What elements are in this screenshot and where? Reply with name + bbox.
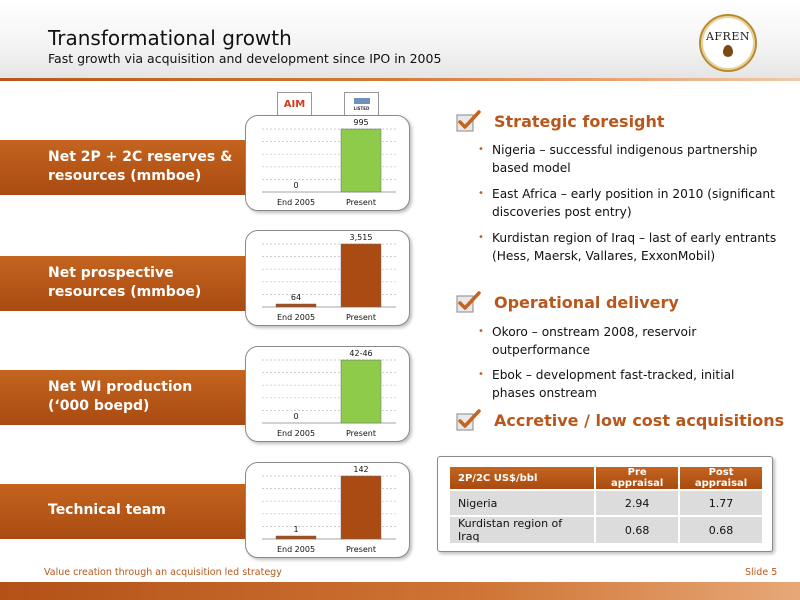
metric-label-line2: resources (mmboe) xyxy=(48,168,202,184)
bar-present xyxy=(340,128,382,193)
bullet-icon: • xyxy=(478,232,484,243)
bullet-item: • Nigeria – successful indigenous partne… xyxy=(478,141,777,177)
table-cell-name: Kurdistan region of Iraq xyxy=(450,517,595,543)
checkbox-tick-icon xyxy=(456,110,482,132)
logo-text: AFREN xyxy=(705,29,750,43)
bullet-text: Kurdistan region of Iraq – last of early… xyxy=(492,231,777,263)
category-label: Present xyxy=(346,313,376,322)
bullet-text: East Africa – early position in 2010 (si… xyxy=(492,187,775,219)
lse-icon xyxy=(353,97,370,104)
metric-band-production: Net WI production (‘000 boepd) xyxy=(0,370,248,425)
bullet-item: • Ebok – development fast-tracked, initi… xyxy=(478,366,777,402)
chart-reserves: 0 End 2005 995 Present xyxy=(245,115,410,211)
data-label: 995 xyxy=(353,118,368,127)
heading-accretive: Accretive / low cost acquisitions xyxy=(456,409,784,431)
metric-label-line2: resources (mmboe) xyxy=(48,284,202,300)
lse-listing-badge: LISTED xyxy=(344,92,379,116)
table-cell-post: 0.68 xyxy=(680,517,762,543)
slide-number: Slide 5 xyxy=(745,567,778,578)
bullet-text: Ebok – development fast-tracked, initial… xyxy=(492,368,735,400)
bullet-item: • Kurdistan region of Iraq – last of ear… xyxy=(478,229,777,265)
chart-production-svg: 0 End 2005 42-46 Present xyxy=(262,349,396,438)
bullet-icon: • xyxy=(478,369,484,380)
checkbox-tick-icon xyxy=(456,291,482,313)
metric-label-line1: Net WI production xyxy=(48,379,193,395)
aim-listing-badge: AIM xyxy=(277,92,312,116)
metric-label-line1: Technical team xyxy=(48,502,166,518)
table-header-cell: 2P/2C US$/bbl xyxy=(450,467,595,489)
checkbox-tick-icon xyxy=(456,409,482,431)
chart-prospective-svg: 64 End 2005 3,515 Present xyxy=(262,233,396,322)
slide-subtitle: Fast growth via acquisition and developm… xyxy=(48,51,442,66)
data-label: 3,515 xyxy=(350,233,373,242)
lse-badge-text: LISTED xyxy=(353,105,370,111)
bullet-icon: • xyxy=(478,188,484,199)
bar-present xyxy=(340,475,382,540)
slide-title: Transformational growth xyxy=(48,26,292,50)
table-cell-name: Nigeria xyxy=(450,491,595,515)
footer-tagline: Value creation through an acquisition le… xyxy=(44,567,282,578)
bullet-text: Okoro – onstream 2008, reservoir outperf… xyxy=(492,325,697,357)
slide-header xyxy=(0,0,800,80)
data-label: 64 xyxy=(291,293,301,302)
data-label: 0 xyxy=(293,181,298,190)
category-label: Present xyxy=(346,545,376,554)
aim-badge-text: AIM xyxy=(283,98,306,110)
header-divider xyxy=(0,78,800,81)
table-header-cell: Post appraisal xyxy=(680,467,762,489)
table-row: Kurdistan region of Iraq 0.68 0.68 xyxy=(450,517,762,543)
data-label: 142 xyxy=(353,465,368,474)
data-label: 42-46 xyxy=(349,349,372,358)
category-label: End 2005 xyxy=(277,198,315,207)
table-cell-post: 1.77 xyxy=(680,491,762,515)
metric-band-technical: Technical team xyxy=(0,484,248,539)
chart-technical: 1 End 2005 142 Present xyxy=(245,462,410,558)
metric-label-line1: Net prospective xyxy=(48,265,174,281)
heading-operational: Operational delivery xyxy=(456,291,679,313)
category-label: Present xyxy=(346,429,376,438)
bar-present xyxy=(340,243,382,308)
metric-band-reserves: Net 2P + 2C reserves & resources (mmboe) xyxy=(0,140,248,195)
chart-prospective: 64 End 2005 3,515 Present xyxy=(245,230,410,326)
category-label: End 2005 xyxy=(277,313,315,322)
chart-technical-svg: 1 End 2005 142 Present xyxy=(262,465,396,554)
heading-text: Operational delivery xyxy=(494,292,679,312)
heading-text: Accretive / low cost acquisitions xyxy=(494,410,785,430)
price-table: 2P/2C US$/bbl Pre appraisal Post apprais… xyxy=(448,465,764,545)
bullet-icon: • xyxy=(478,326,484,337)
bar-end-2005 xyxy=(275,303,317,308)
chart-production: 0 End 2005 42-46 Present xyxy=(245,346,410,442)
table-header-cell: Pre appraisal xyxy=(596,467,679,489)
heading-text: Strategic foresight xyxy=(494,111,665,131)
table-row: Nigeria 2.94 1.77 xyxy=(450,491,762,515)
metric-label-line2: (‘000 boepd) xyxy=(48,398,150,414)
bar-present xyxy=(340,359,382,424)
category-label: End 2005 xyxy=(277,545,315,554)
afren-logo: AFREN xyxy=(699,14,757,72)
category-label: Present xyxy=(346,198,376,207)
table-header-row: 2P/2C US$/bbl Pre appraisal Post apprais… xyxy=(450,467,762,489)
chart-reserves-svg: 0 End 2005 995 Present xyxy=(262,118,396,207)
metric-label-line1: Net 2P + 2C reserves & xyxy=(48,149,233,165)
bullet-item: • East Africa – early position in 2010 (… xyxy=(478,185,777,221)
bullet-item: • Okoro – onstream 2008, reservoir outpe… xyxy=(478,323,777,359)
heading-strategic: Strategic foresight xyxy=(456,110,665,132)
metric-band-prospective: Net prospective resources (mmboe) xyxy=(0,256,248,311)
category-label: End 2005 xyxy=(277,429,315,438)
bullet-text: Nigeria – successful indigenous partners… xyxy=(492,143,758,175)
data-label: 1 xyxy=(293,525,298,534)
data-label: 0 xyxy=(293,412,298,421)
bar-end-2005 xyxy=(275,535,317,540)
table-cell-pre: 0.68 xyxy=(596,517,679,543)
oil-drop-icon xyxy=(723,44,733,57)
bullet-icon: • xyxy=(478,144,484,155)
footer-bar xyxy=(0,582,800,600)
table-cell-pre: 2.94 xyxy=(596,491,679,515)
